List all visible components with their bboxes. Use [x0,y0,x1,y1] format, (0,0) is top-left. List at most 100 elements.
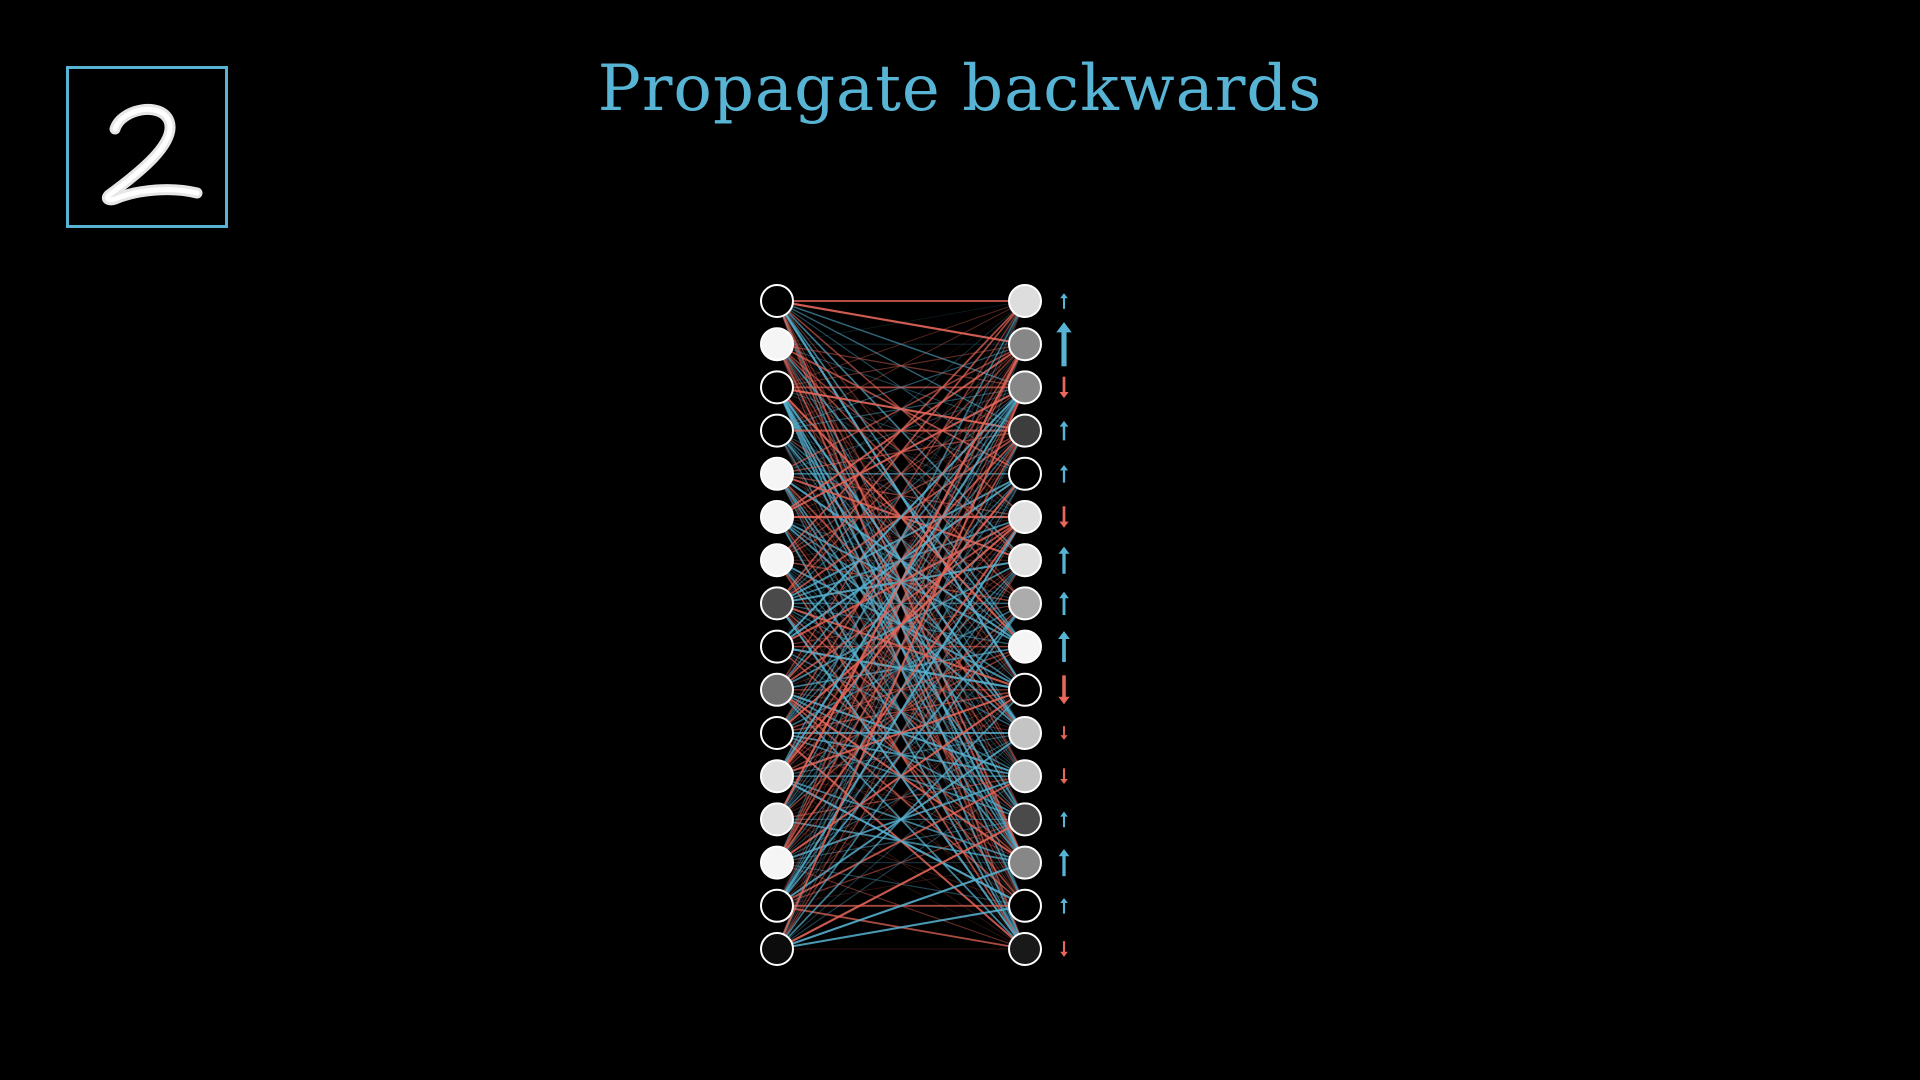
weight-line [776,473,1026,907]
down-arrow-icon [1059,376,1069,399]
up-arrow-icon [1056,322,1072,367]
weight-line [776,343,1026,820]
arrow-head [1060,811,1068,817]
weight-line [776,300,1026,604]
weight-line [776,775,1026,950]
arrow-head [1058,696,1070,705]
left-neuron [760,543,794,578]
weight-line [776,343,1026,691]
weight-line [776,300,1026,906]
weight-line [776,473,1026,950]
weight-line [776,559,1026,907]
up-arrow-icon [1059,465,1069,483]
left-neuron [760,802,794,837]
right-neuron [1008,413,1042,448]
weight-line [776,300,1026,950]
left-neuron [760,284,794,318]
up-arrow-icon [1059,420,1069,441]
right-neuron [1008,586,1042,621]
weight-connections [776,299,1026,951]
weight-line [776,430,1026,950]
arrow-head [1059,392,1069,399]
weight-line [776,387,1026,863]
arrow-head [1056,322,1072,333]
page-title: Propagate backwards [597,52,1323,126]
weight-line [776,775,1026,907]
left-neuron [760,888,794,923]
left-neuron [760,932,794,966]
weight-line [776,300,1026,820]
weight-line [776,299,1026,346]
weight-line [776,300,1026,863]
right-neuron [1008,888,1042,923]
arrow-head [1058,849,1070,857]
weight-line [776,602,1026,950]
up-arrow-icon [1060,293,1068,309]
right-neuron [1008,456,1042,491]
nudge-arrows [1056,293,1072,957]
weight-line [776,386,1026,734]
weight-line [776,343,1026,604]
left-neuron [760,456,794,491]
right-neuron [1008,327,1042,362]
right-neuron [1008,500,1042,534]
weight-line [776,775,1026,821]
left-layer-neurons [760,284,794,966]
right-neuron [1008,284,1042,318]
input-digit-frame: 2 [66,66,228,228]
weight-line [776,300,1026,691]
weight-line [776,343,1026,950]
right-neuron [1008,759,1042,794]
weight-line [776,343,1026,777]
arrow-head [1058,546,1070,554]
up-arrow-icon [1058,849,1070,877]
arrow-head [1060,735,1068,740]
weight-line [776,689,1026,907]
weight-line [776,300,1026,432]
arrow-head [1059,521,1069,528]
right-neuron [1008,672,1042,707]
weight-line [776,386,1026,950]
weight-line [776,861,1026,951]
left-neuron [760,759,794,794]
weight-line [776,646,1026,950]
weight-line [776,689,1026,950]
left-neuron [760,413,794,448]
left-neuron [760,370,794,405]
up-arrow-icon [1060,811,1068,828]
arrow-head [1060,897,1068,903]
right-neuron [1008,932,1042,966]
arrow-head [1060,293,1068,299]
down-arrow-icon [1060,768,1068,785]
arrow-head [1058,631,1070,639]
handwritten-digit-image: 2 [101,103,203,206]
right-neuron [1008,543,1042,578]
weight-line [776,300,1026,475]
up-arrow-icon [1059,591,1069,616]
weight-line [776,343,1026,432]
arrow-head [1059,465,1069,471]
weight-line [776,300,1026,734]
arrow-head [1060,779,1068,785]
up-arrow-icon [1058,546,1070,574]
up-arrow-icon [1058,631,1070,663]
weight-line [776,343,1026,863]
weight-line [776,300,1026,647]
weight-line [776,300,1026,561]
left-neuron [760,629,794,664]
right-neuron [1008,845,1042,880]
right-neuron [1008,802,1042,837]
weight-line [776,732,1026,950]
weight-line [776,516,1026,907]
weight-line [776,300,1026,777]
left-neuron [760,672,794,707]
weight-line [776,300,1026,518]
right-neuron [1008,716,1042,750]
down-arrow-icon [1060,941,1068,957]
up-arrow-icon [1060,897,1068,914]
weight-line [776,344,1026,906]
left-neuron [760,586,794,621]
left-neuron [760,845,794,880]
